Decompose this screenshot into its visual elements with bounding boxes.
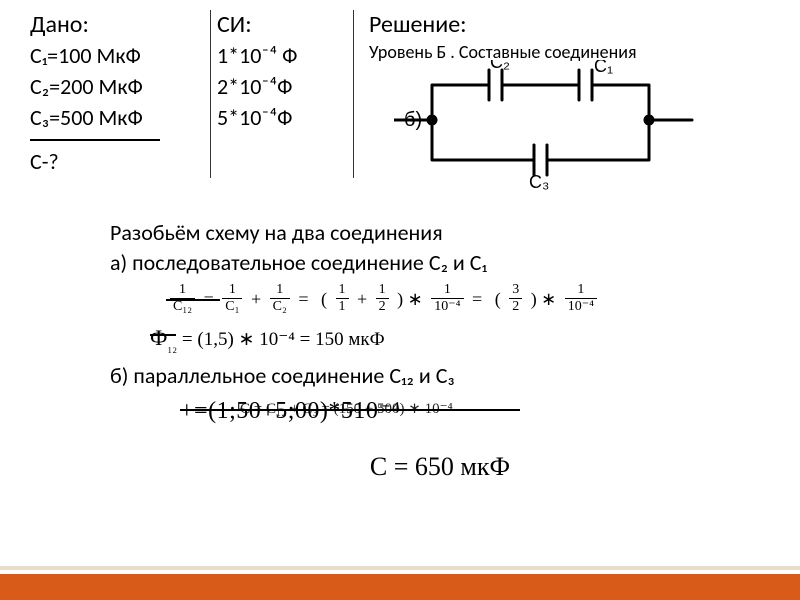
si-header: СИ: (217, 10, 347, 39)
split-text: Разобьём схему на два соединения (110, 218, 770, 248)
body-text: Разобьём схему на два соединения а) посл… (110, 218, 770, 484)
given-question: С-? (30, 147, 210, 178)
part-a-text: а) последовательное соединение С₂ и С₁ (110, 248, 770, 278)
part-b-text: б) параллельное соединение С₁₂ и С₃ (110, 361, 770, 391)
given-header: Дано: (30, 10, 210, 39)
si-column: СИ: 1*10⁻⁴ Ф 2*10⁻⁴Ф 5*10⁻⁴Ф (210, 10, 354, 178)
formula-c12-inverse: 1C₁₂ = 1C₁ + 1C₂ = ( 11 + 12 ) ∗ 110⁻⁴ =… (170, 283, 770, 317)
solution-header: Решение: (369, 10, 790, 39)
si-line: 2*10⁻⁴Ф (217, 72, 347, 103)
given-divider (30, 139, 160, 141)
si-line: 5*10⁻⁴Ф (217, 103, 347, 134)
given-line: С₁=100 МкФ (30, 41, 210, 72)
formula-sum-overlay: С = С₁₂ + С₃ = (150 + 500) ∗ 10⁻⁴ +=(1;5… (110, 395, 770, 435)
given-column: Дано: С₁=100 МкФ С₂=200 МкФ С₃=500 МкФ С… (30, 10, 210, 178)
solution-column: Решение: Уровень Б . Составные соединени… (354, 10, 790, 178)
formula-c12-value: Ф₁₂ = (1,5) ∗ 10⁻⁴ = 150 мкФ (150, 323, 770, 357)
footer-bar (0, 570, 800, 600)
circuit-diagram: C₂ C₁ (394, 60, 694, 195)
final-result: С = 650 мкФ (110, 449, 770, 484)
si-line: 1*10⁻⁴ Ф (217, 41, 347, 72)
svg-text:C₁: C₁ (594, 60, 613, 76)
given-line: С₃=500 МкФ (30, 103, 210, 134)
circuit-label: б) (404, 109, 422, 131)
svg-text:C₂: C₂ (490, 60, 510, 72)
svg-text:C₃: C₃ (529, 172, 549, 190)
given-line: С₂=200 МкФ (30, 72, 210, 103)
